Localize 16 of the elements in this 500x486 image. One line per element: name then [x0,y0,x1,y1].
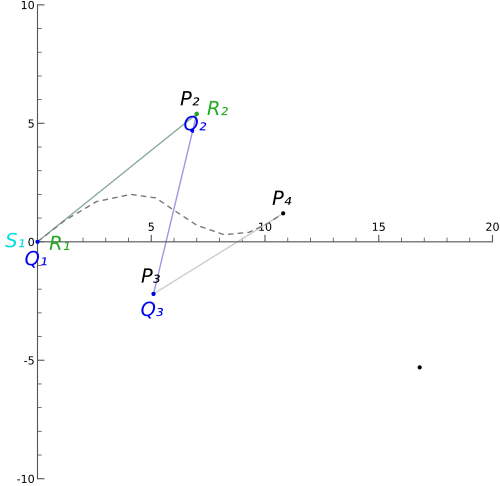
series-label: P₂ [180,91,200,106]
x-tick-label: 20 [486,222,499,231]
series-label: Q₃ [141,302,164,318]
y-tick-label: 5 [28,119,34,128]
series-label: S₁ [5,232,24,248]
y-tick-label: -10 [17,474,34,484]
x-tick-label: 5 [148,222,154,231]
series-label: P₃ [142,268,160,283]
series-label: R₂ [207,100,228,116]
y-tick-label: 10 [22,0,34,10]
y-tick-label: -5 [24,356,34,365]
x-tick-label: 15 [372,222,385,231]
point [418,365,422,370]
point [281,211,286,216]
y-tick-label: 0 [28,238,34,246]
series-label: P₄ [272,190,292,205]
